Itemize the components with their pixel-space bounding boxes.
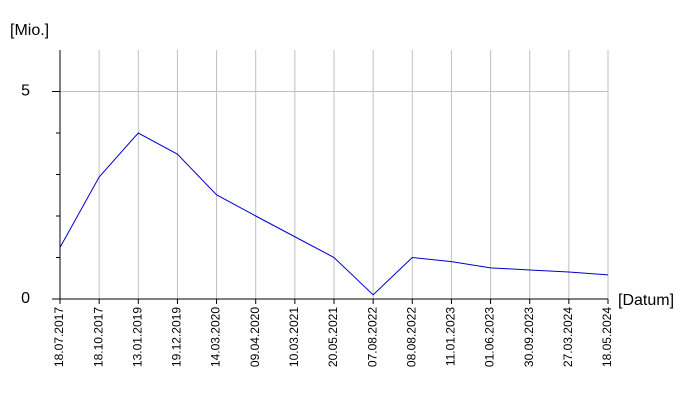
x-tick-label: 11.01.2023 <box>444 307 458 366</box>
x-tick-label: 19.12.2019 <box>170 307 184 367</box>
x-tick-label: 20.05.2021 <box>326 307 340 367</box>
x-tick-label: 13.01.2019 <box>130 307 144 367</box>
x-tick-label: 30.09.2023 <box>522 307 536 367</box>
x-tick-label: 10.03.2021 <box>287 307 301 367</box>
y-axis-label: [Mio.] <box>10 22 49 39</box>
x-tick-label: 08.08.2022 <box>404 307 418 367</box>
x-tick-label: 09.04.2020 <box>248 307 262 367</box>
x-tick-label: 18.07.2017 <box>52 307 66 367</box>
x-tick-label: 27.03.2024 <box>561 307 575 367</box>
x-tick-label: 18.10.2017 <box>91 307 105 367</box>
x-axis-label: [Datum] <box>618 292 674 309</box>
data-line <box>59 132 609 296</box>
y-tick-label: 0 <box>21 290 30 307</box>
x-tick-label: 18.05.2024 <box>600 307 614 367</box>
y-tick-label: 5 <box>21 83 30 100</box>
x-tick-label: 14.03.2020 <box>209 307 223 367</box>
x-tick-label: 07.08.2022 <box>365 307 379 367</box>
x-tick-label: 01.06.2023 <box>483 307 497 367</box>
